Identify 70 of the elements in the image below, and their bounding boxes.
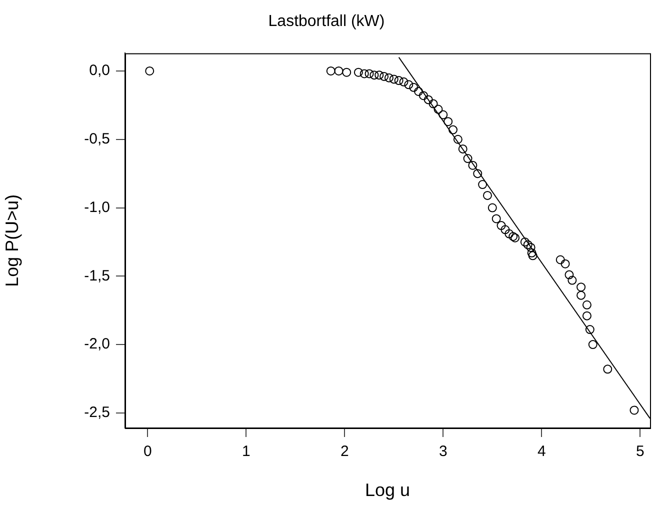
point bbox=[527, 248, 536, 258]
point bbox=[488, 203, 497, 212]
point bbox=[568, 276, 577, 285]
point bbox=[334, 66, 344, 76]
point bbox=[448, 125, 458, 134]
point bbox=[354, 68, 363, 77]
point bbox=[399, 77, 408, 86]
x-tick-label: 0 bbox=[143, 443, 152, 460]
y-tick-label: -2,0 bbox=[84, 336, 110, 353]
point bbox=[404, 80, 414, 90]
point bbox=[500, 225, 510, 234]
x-tick-label: 2 bbox=[340, 443, 349, 460]
point bbox=[582, 300, 592, 310]
x-axis-title: Log u bbox=[364, 480, 410, 500]
point bbox=[394, 76, 404, 86]
point bbox=[520, 237, 530, 246]
point bbox=[496, 221, 506, 230]
x-tick-label: 1 bbox=[242, 443, 250, 460]
y-tick-label: 0,0 bbox=[89, 62, 110, 80]
point bbox=[453, 134, 462, 144]
point bbox=[409, 82, 418, 92]
point bbox=[463, 154, 472, 164]
point bbox=[526, 242, 536, 252]
point bbox=[360, 69, 369, 78]
x-tick-label: 3 bbox=[438, 443, 448, 460]
point bbox=[585, 325, 594, 334]
point bbox=[560, 259, 570, 268]
point bbox=[523, 240, 532, 250]
point bbox=[380, 72, 389, 81]
point bbox=[428, 99, 438, 108]
point bbox=[370, 70, 379, 80]
point bbox=[582, 311, 592, 320]
point bbox=[510, 233, 520, 242]
point bbox=[414, 87, 424, 96]
y-tick-label: -1,5 bbox=[84, 267, 110, 284]
y-tick-label: -2,5 bbox=[84, 404, 110, 422]
point bbox=[364, 69, 374, 78]
point bbox=[444, 117, 453, 126]
point bbox=[576, 290, 586, 300]
point bbox=[528, 251, 538, 260]
point bbox=[504, 229, 514, 238]
point bbox=[374, 70, 384, 80]
point bbox=[492, 214, 501, 224]
point bbox=[389, 74, 398, 84]
y-tick-label: -1,0 bbox=[84, 198, 110, 216]
point bbox=[473, 169, 482, 178]
point bbox=[630, 406, 639, 415]
chart-title: Lastbortfall (kW) bbox=[268, 13, 385, 30]
point bbox=[482, 190, 492, 200]
point bbox=[418, 91, 428, 100]
point bbox=[564, 270, 574, 280]
point bbox=[588, 340, 598, 350]
point bbox=[468, 160, 478, 170]
y-axis-title: Log P(U>u) bbox=[2, 194, 22, 287]
point bbox=[326, 66, 336, 76]
point bbox=[478, 180, 488, 190]
x-tick-label: 4 bbox=[537, 443, 546, 460]
point bbox=[145, 66, 154, 76]
point bbox=[556, 255, 565, 264]
point bbox=[438, 110, 448, 120]
point bbox=[342, 68, 352, 77]
point bbox=[434, 104, 443, 114]
point bbox=[458, 144, 468, 154]
point bbox=[603, 364, 612, 374]
point bbox=[576, 282, 586, 292]
x-tick-label: 5 bbox=[636, 443, 644, 460]
point bbox=[424, 95, 433, 104]
y-tick-label: -0,5 bbox=[84, 130, 110, 148]
point bbox=[508, 232, 518, 241]
point bbox=[384, 73, 394, 82]
